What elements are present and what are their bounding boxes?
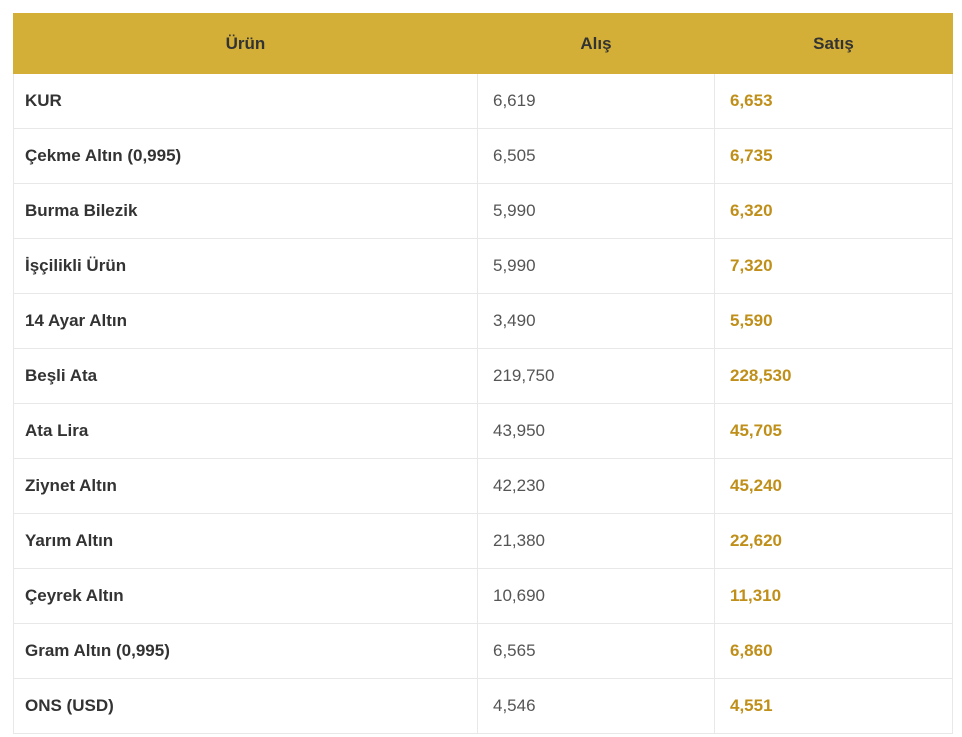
buy-price: 21,380 — [477, 513, 715, 569]
table-row: İşçilikli Ürün 5,990 7,320 — [13, 238, 953, 294]
table-row: Çeyrek Altın 10,690 11,310 — [13, 568, 953, 624]
sell-price: 6,860 — [714, 623, 953, 679]
product-name: Çekme Altın (0,995) — [13, 128, 478, 184]
sell-price: 45,705 — [714, 403, 953, 459]
buy-price: 43,950 — [477, 403, 715, 459]
column-header: Alış — [477, 13, 715, 74]
table-header: Ürün Alış Satış — [13, 13, 953, 74]
table-body: KUR 6,619 6,653 Çekme Altın (0,995) 6,505 6,7… — [13, 73, 953, 734]
table-row: KUR 6,619 6,653 — [13, 73, 953, 129]
product-name: Yarım Altın — [13, 513, 478, 569]
header-row: Ürün Alış Satış — [13, 13, 953, 74]
table-row: Ata Lira 43,950 45,705 — [13, 403, 953, 459]
buy-price: 3,490 — [477, 293, 715, 349]
sell-price: 6,653 — [714, 73, 953, 129]
sell-price: 6,320 — [714, 183, 953, 239]
product-name: Ziynet Altın — [13, 458, 478, 514]
sell-price: 6,735 — [714, 128, 953, 184]
product-name: ONS (USD) — [13, 678, 478, 734]
product-name: KUR — [13, 73, 478, 129]
product-name: Çeyrek Altın — [13, 568, 478, 624]
table-row: Gram Altın (0,995) 6,565 6,860 — [13, 623, 953, 679]
buy-price: 5,990 — [477, 238, 715, 294]
sell-price: 7,320 — [714, 238, 953, 294]
sell-price: 11,310 — [714, 568, 953, 624]
product-name: 14 Ayar Altın — [13, 293, 478, 349]
price-table: Ürün Alış Satış KUR 6,619 6,653 Çekme Altın (… — [13, 13, 953, 734]
sell-price: 5,590 — [714, 293, 953, 349]
buy-price: 5,990 — [477, 183, 715, 239]
product-name: Beşli Ata — [13, 348, 478, 404]
column-header: Satış — [714, 13, 953, 74]
buy-price: 6,619 — [477, 73, 715, 129]
sell-price: 22,620 — [714, 513, 953, 569]
product-name: İşçilikli Ürün — [13, 238, 478, 294]
column-header: Ürün — [13, 13, 478, 74]
sell-price: 45,240 — [714, 458, 953, 514]
buy-price: 6,505 — [477, 128, 715, 184]
buy-price: 219,750 — [477, 348, 715, 404]
product-name: Ata Lira — [13, 403, 478, 459]
table-row: 14 Ayar Altın 3,490 5,590 — [13, 293, 953, 349]
table-row: Beşli Ata 219,750 228,530 — [13, 348, 953, 404]
buy-price: 42,230 — [477, 458, 715, 514]
buy-price: 6,565 — [477, 623, 715, 679]
table-row: ONS (USD) 4,546 4,551 — [13, 678, 953, 734]
table-row: Yarım Altın 21,380 22,620 — [13, 513, 953, 569]
table-row: Çekme Altın (0,995) 6,505 6,735 — [13, 128, 953, 184]
sell-price: 4,551 — [714, 678, 953, 734]
product-name: Gram Altın (0,995) — [13, 623, 478, 679]
buy-price: 10,690 — [477, 568, 715, 624]
product-name: Burma Bilezik — [13, 183, 478, 239]
sell-price: 228,530 — [714, 348, 953, 404]
table-row: Burma Bilezik 5,990 6,320 — [13, 183, 953, 239]
buy-price: 4,546 — [477, 678, 715, 734]
table-row: Ziynet Altın 42,230 45,240 — [13, 458, 953, 514]
